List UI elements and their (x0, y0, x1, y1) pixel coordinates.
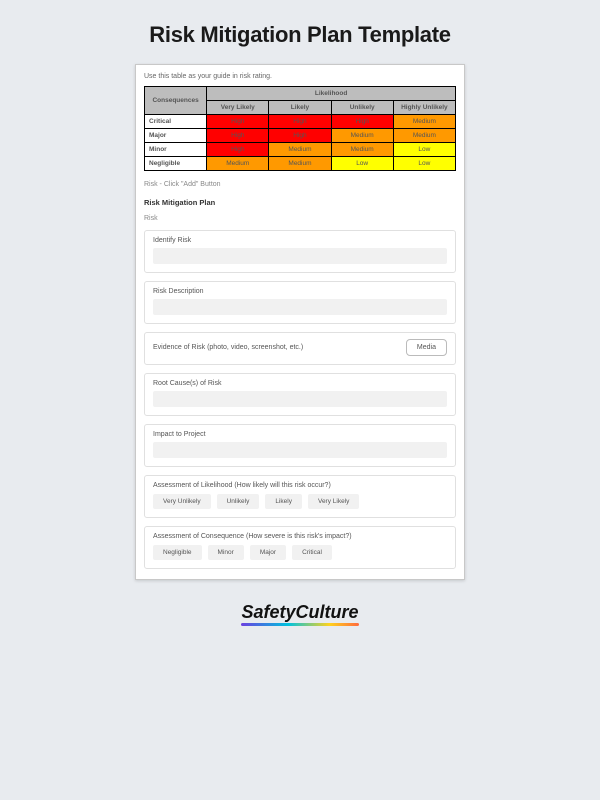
matrix-cell: High (207, 143, 269, 157)
page-title: Risk Mitigation Plan Template (0, 0, 600, 64)
template-sheet: Use this table as your guide in risk rat… (135, 64, 465, 580)
likelihood-option[interactable]: Unlikely (217, 494, 260, 509)
matrix-cell: High (269, 115, 331, 129)
matrix-cell: Medium (393, 129, 455, 143)
likelihood-option[interactable]: Likely (265, 494, 302, 509)
matrix-cell: Low (331, 157, 393, 171)
matrix-cell: High (207, 115, 269, 129)
matrix-cell: Medium (207, 157, 269, 171)
matrix-cell: Low (393, 157, 455, 171)
impact-section: Impact to Project (144, 424, 456, 467)
root-cause-label: Root Cause(s) of Risk (153, 380, 447, 387)
brand-logo: SafetyCulture (241, 602, 358, 623)
root-cause-section: Root Cause(s) of Risk (144, 373, 456, 416)
matrix-row-header: Minor (145, 143, 207, 157)
likelihood-label: Assessment of Likelihood (How likely wil… (153, 482, 447, 489)
matrix-cell: Medium (331, 143, 393, 157)
risk-description-section: Risk Description (144, 281, 456, 324)
root-cause-input[interactable] (153, 391, 447, 407)
matrix-row-header: Critical (145, 115, 207, 129)
add-hint: Risk - Click "Add" Button (144, 181, 456, 188)
matrix-row-header: Negligible (145, 157, 207, 171)
likelihood-option[interactable]: Very Unlikely (153, 494, 211, 509)
identify-risk-section: Identify Risk (144, 230, 456, 273)
matrix-row-header: Major (145, 129, 207, 143)
matrix-cell: Medium (331, 129, 393, 143)
consequence-option[interactable]: Critical (292, 545, 332, 560)
consequence-option[interactable]: Major (250, 545, 286, 560)
brand-text: SafetyCulture (241, 602, 358, 622)
likelihood-section: Assessment of Likelihood (How likely wil… (144, 475, 456, 518)
matrix-col-header: Highly Unlikely (393, 101, 455, 115)
matrix-cell: Medium (393, 115, 455, 129)
consequence-option[interactable]: Minor (208, 545, 244, 560)
matrix-cell: High (331, 115, 393, 129)
matrix-col-header: Very Likely (207, 101, 269, 115)
matrix-colgroup: Likelihood (207, 87, 456, 101)
matrix-cell: Medium (269, 157, 331, 171)
risk-description-input[interactable] (153, 299, 447, 315)
risk-description-label: Risk Description (153, 288, 447, 295)
brand-underline (241, 623, 358, 626)
evidence-section: Evidence of Risk (photo, video, screensh… (144, 332, 456, 365)
matrix-cell: Low (393, 143, 455, 157)
consequence-option[interactable]: Negligible (153, 545, 202, 560)
consequence-section: Assessment of Consequence (How severe is… (144, 526, 456, 569)
matrix-cell: High (269, 129, 331, 143)
matrix-corner: Consequences (145, 87, 207, 115)
risk-matrix-table: Consequences Likelihood Very LikelyLikel… (144, 86, 456, 171)
consequence-label: Assessment of Consequence (How severe is… (153, 533, 447, 540)
matrix-cell: High (207, 129, 269, 143)
likelihood-option[interactable]: Very Likely (308, 494, 359, 509)
evidence-label: Evidence of Risk (photo, video, screensh… (153, 344, 303, 351)
footer: SafetyCulture (0, 602, 600, 623)
risk-sublabel: Risk (144, 215, 456, 222)
impact-label: Impact to Project (153, 431, 447, 438)
matrix-cell: Medium (269, 143, 331, 157)
impact-input[interactable] (153, 442, 447, 458)
identify-risk-label: Identify Risk (153, 237, 447, 244)
media-button[interactable]: Media (406, 339, 447, 356)
identify-risk-input[interactable] (153, 248, 447, 264)
plan-title: Risk Mitigation Plan (144, 198, 456, 207)
instruction-text: Use this table as your guide in risk rat… (144, 73, 456, 80)
matrix-col-header: Likely (269, 101, 331, 115)
matrix-col-header: Unlikely (331, 101, 393, 115)
